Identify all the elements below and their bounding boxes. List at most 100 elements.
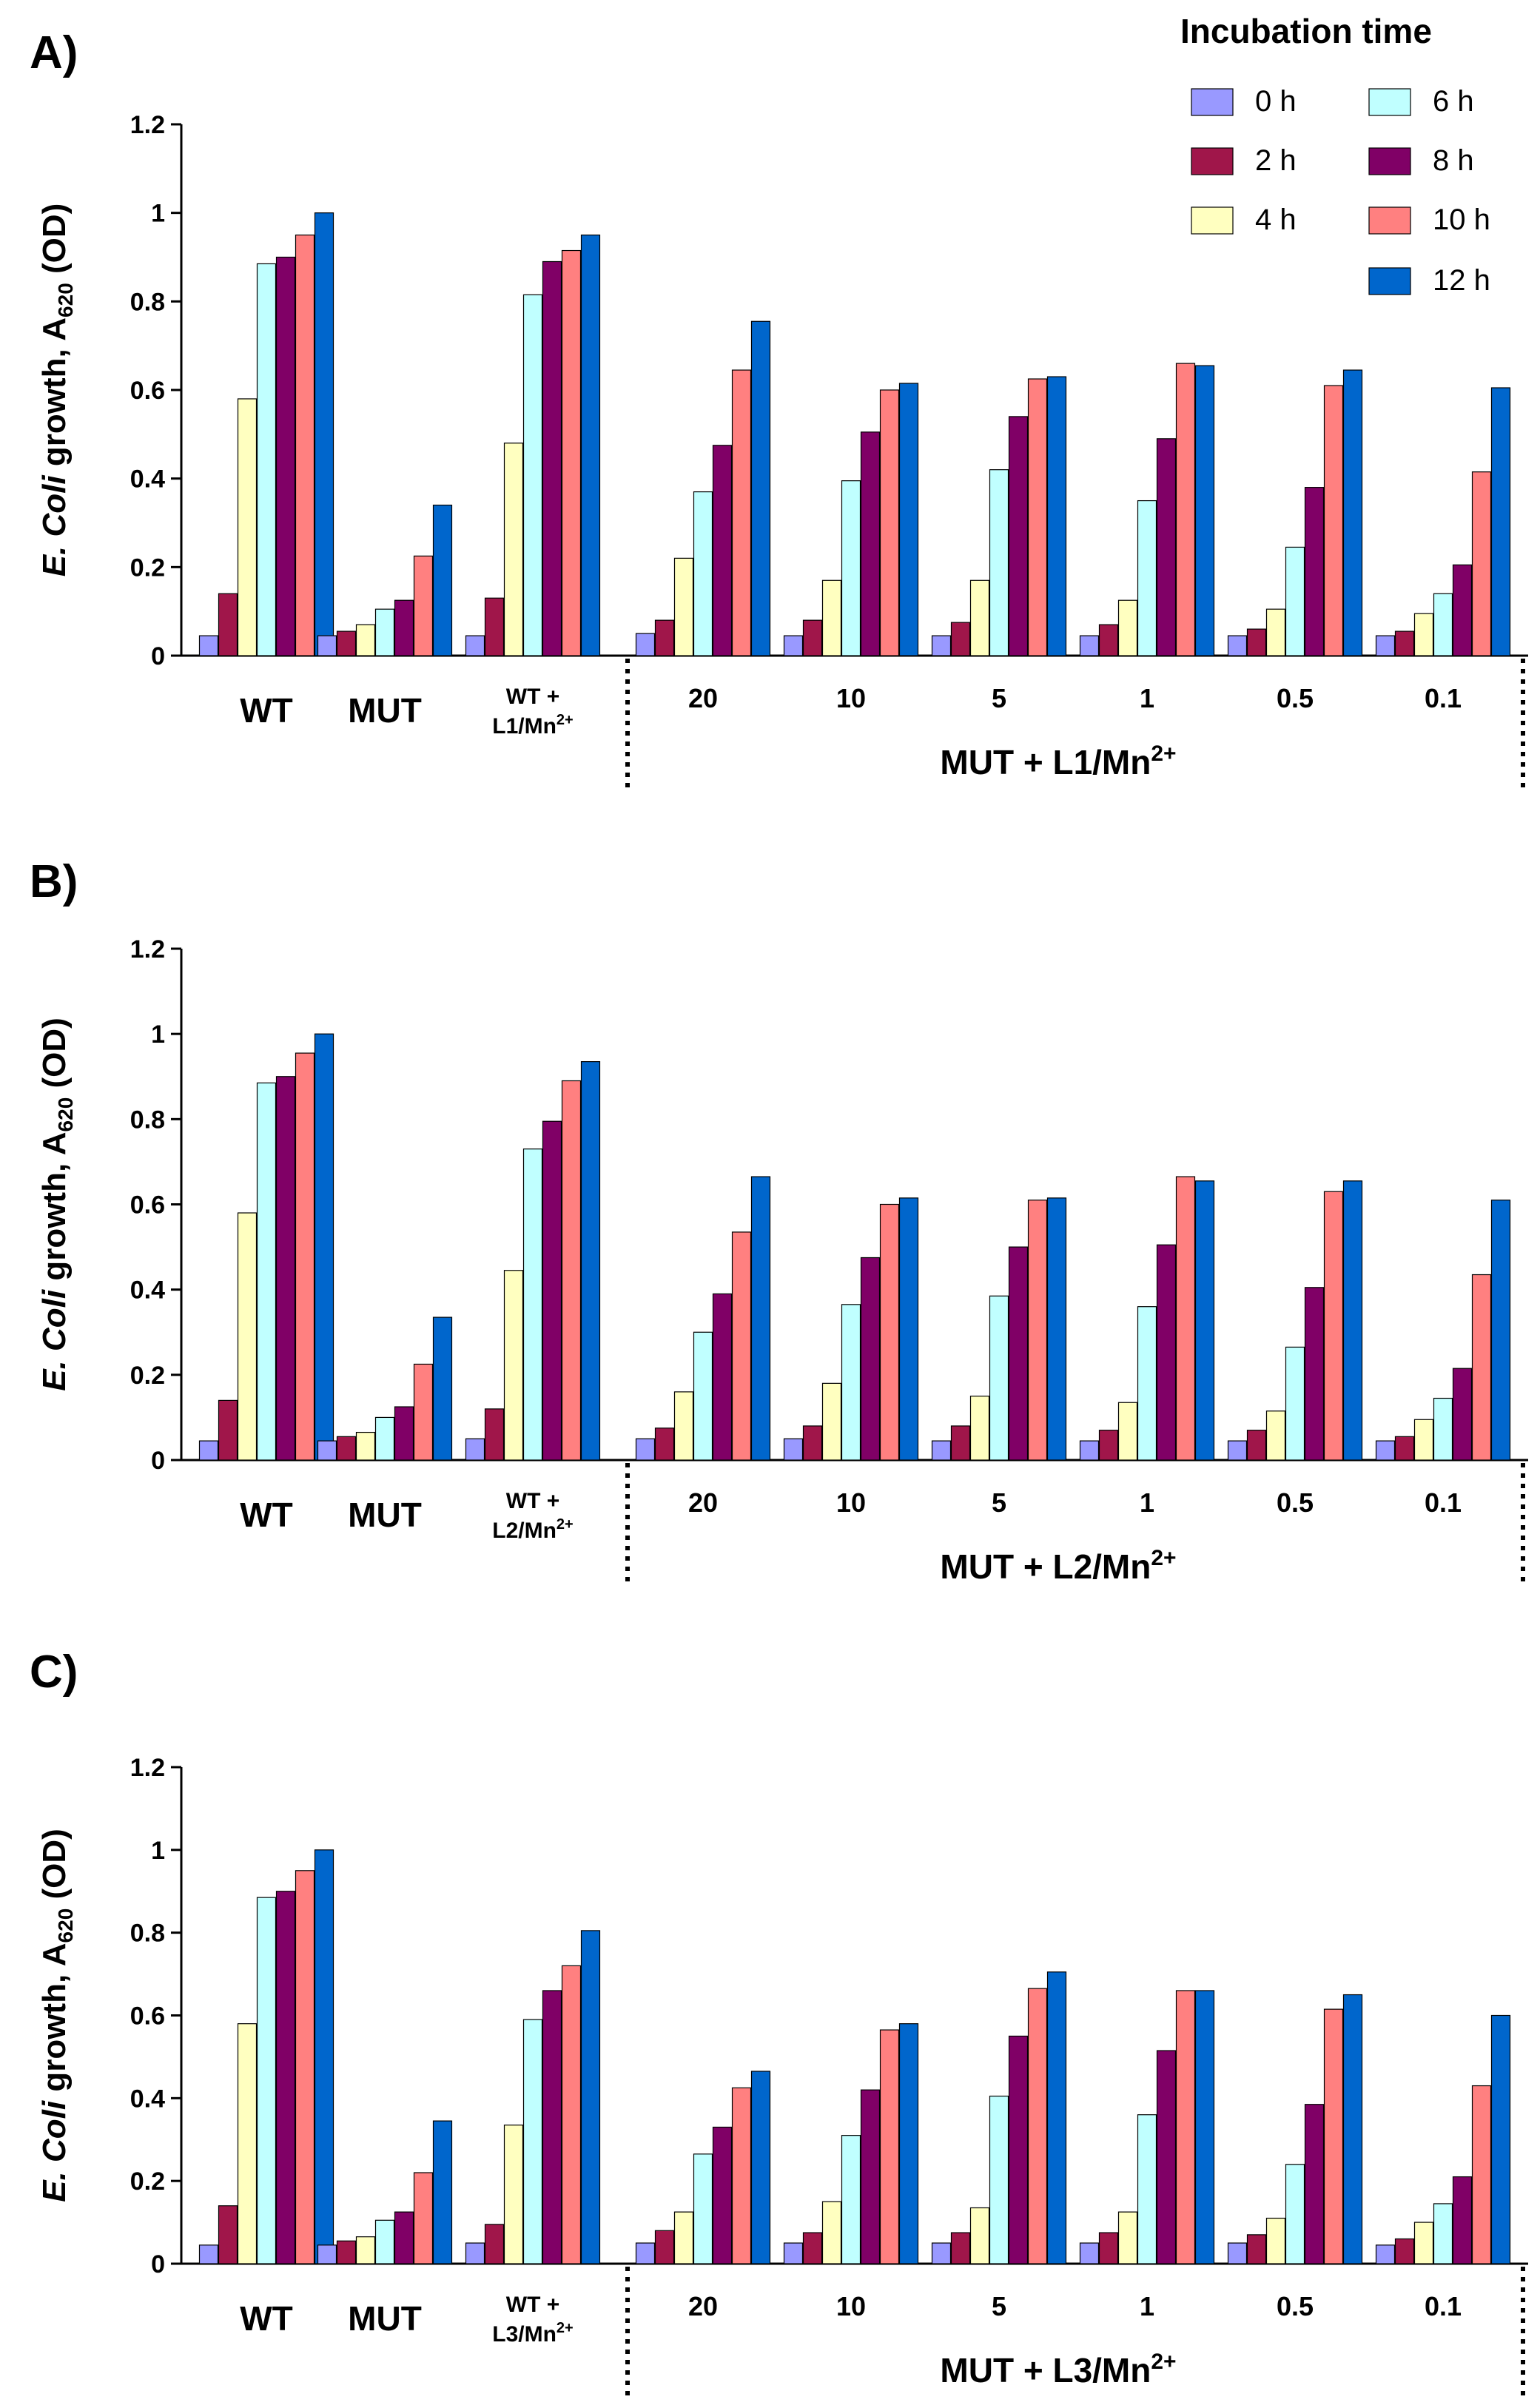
bar-g2-s0 xyxy=(465,635,485,656)
bar-g5-s0 xyxy=(931,2242,952,2264)
bar-g3-s1 xyxy=(654,2230,675,2264)
bar-g3-s4 xyxy=(712,1293,733,1461)
bar-g2-s2 xyxy=(503,1270,524,1461)
bar-g0-s1 xyxy=(218,1399,238,1461)
bar-g6-s4 xyxy=(1156,438,1177,656)
bar-g8-s6 xyxy=(1490,1200,1511,1461)
y-tick-label-0: 0 xyxy=(151,642,165,670)
bar-g6-s0 xyxy=(1079,635,1100,656)
bar-g0-s2 xyxy=(237,1212,258,1461)
bar-g4-s3 xyxy=(841,1304,861,1461)
bar-g6-s2 xyxy=(1117,1402,1138,1461)
group-label-7: 0.5 xyxy=(1277,683,1314,713)
bracket-label-main: MUT + L2/Mn xyxy=(940,1547,1151,1586)
bar-g4-s4 xyxy=(860,1257,881,1461)
group-label-3: 20 xyxy=(688,683,718,713)
group-label-5: 5 xyxy=(992,1487,1006,1518)
bar-g2-s5 xyxy=(561,1080,582,1461)
legend-label-6: 12 h xyxy=(1433,264,1490,297)
bar-g3-s4 xyxy=(712,445,733,656)
bracket-label: MUT + L2/Mn2+ xyxy=(940,1546,1176,1586)
bar-g8-s3 xyxy=(1433,2203,1453,2264)
bar-g3-s6 xyxy=(750,320,771,656)
group-label-7: 0.5 xyxy=(1277,2291,1314,2321)
bar-g7-s2 xyxy=(1265,2217,1286,2264)
bar-g2-s4 xyxy=(542,1120,562,1461)
bar-g7-s0 xyxy=(1227,1440,1248,1461)
bar-g8-s0 xyxy=(1375,635,1396,656)
bar-g3-s5 xyxy=(731,2087,752,2264)
bar-g6-s0 xyxy=(1079,2242,1100,2264)
bracket-label-sup: 2+ xyxy=(1151,2350,1176,2374)
bar-g5-s6 xyxy=(1046,1197,1067,1461)
group-label-4: 10 xyxy=(836,2291,866,2321)
bar-g7-s3 xyxy=(1285,2164,1305,2264)
bar-g1-s2 xyxy=(355,1431,376,1461)
bar-g0-s3 xyxy=(256,1082,277,1461)
group-label-bottom-sup: 2+ xyxy=(557,712,574,728)
bar-g7-s1 xyxy=(1246,2234,1267,2264)
bar-g7-s1 xyxy=(1246,1430,1267,1461)
bar-g7-s6 xyxy=(1342,369,1363,656)
bar-g4-s2 xyxy=(821,2201,842,2264)
bar-g2-s6 xyxy=(580,1060,601,1461)
bar-g8-s5 xyxy=(1471,1274,1492,1461)
bar-g3-s2 xyxy=(673,557,694,656)
bar-g1-s6 xyxy=(432,504,453,656)
bar-g4-s6 xyxy=(898,2023,919,2264)
bar-g8-s1 xyxy=(1394,1436,1415,1461)
y-tick-label-2: 0.4 xyxy=(130,2085,165,2113)
bar-g5-s1 xyxy=(950,622,971,656)
bar-g2-s6 xyxy=(580,234,601,656)
y-tick-label-5: 1 xyxy=(151,1020,165,1049)
bar-g8-s1 xyxy=(1394,630,1415,656)
bar-g2-s3 xyxy=(522,1148,543,1461)
bar-g1-s1 xyxy=(336,2240,357,2264)
y-axis-label-italic: E. Coli xyxy=(36,1289,73,1391)
bar-g5-s2 xyxy=(969,2207,990,2264)
y-axis-label-sub: 620 xyxy=(54,1097,77,1132)
bar-g6-s4 xyxy=(1156,2050,1177,2264)
bar-g0-s2 xyxy=(237,398,258,656)
group-label-3: 20 xyxy=(688,2291,718,2321)
bar-g0-s6 xyxy=(314,1033,334,1461)
bar-g6-s5 xyxy=(1175,1990,1196,2264)
legend-swatch-1 xyxy=(1191,147,1234,175)
bar-g2-s6 xyxy=(580,1930,601,2264)
bar-g7-s2 xyxy=(1265,1410,1286,1461)
bar-g8-s3 xyxy=(1433,593,1453,656)
bar-g1-s3 xyxy=(374,608,395,656)
bar-g3-s5 xyxy=(731,1231,752,1461)
bar-g0-s6 xyxy=(314,1849,334,2264)
bar-g5-s3 xyxy=(989,2095,1009,2264)
y-axis-label-main: growth, A xyxy=(36,317,73,475)
bar-g1-s5 xyxy=(413,555,434,656)
y-tick-label-2: 0.4 xyxy=(130,1277,165,1305)
bar-g0-s0 xyxy=(198,1440,219,1461)
y-axis-label-italic: E. Coli xyxy=(36,475,73,577)
bar-g7-s0 xyxy=(1227,2242,1248,2264)
legend-label-0: 0 h xyxy=(1255,85,1297,118)
y-tick-label-2: 0.4 xyxy=(130,465,165,494)
bar-g5-s0 xyxy=(931,1440,952,1461)
bar-g5-s1 xyxy=(950,2232,971,2264)
bar-g4-s5 xyxy=(879,2029,900,2264)
bar-g0-s4 xyxy=(275,1891,296,2264)
bar-g6-s3 xyxy=(1137,500,1157,656)
bar-g7-s4 xyxy=(1304,2104,1325,2264)
group-label-0: WT xyxy=(240,2299,293,2338)
bar-g8-s5 xyxy=(1471,471,1492,656)
bar-g3-s5 xyxy=(731,369,752,656)
bar-g4-s3 xyxy=(841,2135,861,2264)
bar-g0-s0 xyxy=(198,635,219,656)
bar-g3-s1 xyxy=(654,619,675,656)
bar-g7-s4 xyxy=(1304,1287,1325,1461)
y-tick-label-3: 0.6 xyxy=(130,1191,165,1220)
bar-g4-s5 xyxy=(879,389,900,656)
bar-g6-s4 xyxy=(1156,1244,1177,1461)
bar-g0-s6 xyxy=(314,212,334,656)
bar-g3-s0 xyxy=(635,2242,656,2264)
bar-g2-s5 xyxy=(561,249,582,656)
group-label-bottom: L3/Mn2+ xyxy=(492,2320,573,2347)
y-tick-label-0: 0 xyxy=(151,1447,165,1475)
